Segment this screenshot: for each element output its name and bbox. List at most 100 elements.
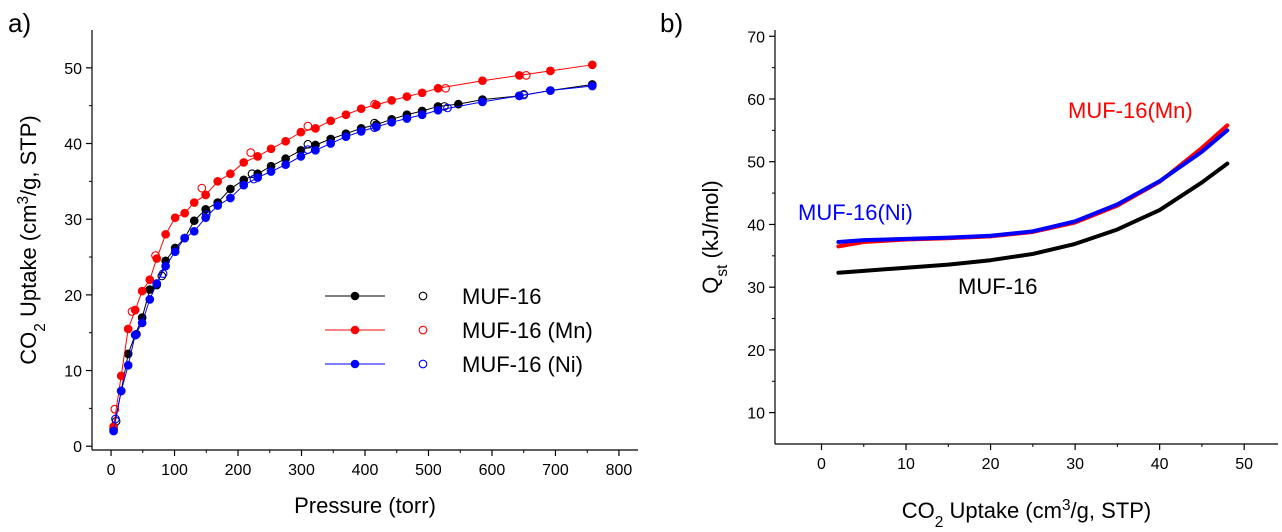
panel-a-x-tick-label: 0	[107, 462, 116, 479]
panel-a-data-point	[370, 99, 379, 109]
panel-a-data-point	[201, 213, 210, 223]
panel-a-data-point	[226, 193, 235, 203]
panel-b-series-annotation: MUF-16	[958, 274, 1037, 299]
panel-b-series-line	[836, 123, 1230, 249]
panel-a-data-point	[281, 160, 290, 170]
legend-label: MUF-16 (Ni)	[462, 352, 583, 377]
panel-a-data-point	[116, 386, 126, 396]
panel-a-data-point	[370, 123, 379, 132]
panel-a-y-tick-label: 50	[64, 61, 82, 78]
panel-a-data-point	[443, 103, 452, 113]
panel-a-label: a)	[8, 8, 31, 38]
panel-a-data-point	[356, 127, 366, 136]
panel-a-data-point	[303, 121, 313, 131]
panel-b-x-tick-label: 40	[1151, 456, 1169, 473]
panel-a-data-point	[127, 307, 137, 316]
legend-filled-marker	[350, 325, 360, 335]
panel-a-data-point	[341, 110, 351, 120]
panel-a-x-tick-label: 700	[542, 462, 569, 479]
panel-a-data-point	[478, 76, 487, 86]
panel-a-data-point	[546, 86, 555, 95]
panel-b-x-tick-label: 50	[1235, 456, 1253, 473]
panel-a-series	[109, 60, 597, 431]
panel-b-series-annotation: MUF-16(Ni)	[798, 200, 913, 225]
panel-a-data-point	[213, 201, 223, 210]
panel-a-data-point	[311, 145, 320, 155]
panel-a-data-point	[402, 114, 412, 123]
panel-a-x-tick-label: 600	[479, 462, 506, 479]
panel-a-data-point	[157, 271, 167, 281]
panel-a-y-tick-label: 40	[64, 137, 82, 154]
panel-a-data-point	[161, 261, 170, 271]
panel-b-y-tick-label: 70	[747, 29, 765, 46]
legend-label: MUF-16 (Mn)	[462, 318, 593, 343]
legend-open-marker	[418, 325, 428, 335]
panel-a-data-point	[170, 213, 180, 223]
panel-a-data-point	[246, 148, 256, 157]
panel-a-x-tick-label: 500	[415, 462, 442, 479]
panel-a-series	[111, 90, 529, 424]
panel-a-x-tick-label: 800	[606, 462, 633, 479]
panel-a-data-point	[356, 104, 366, 114]
panel-a-data-point	[170, 247, 180, 257]
panel-a-data-point	[433, 83, 443, 93]
panel-a-data-point	[296, 127, 306, 137]
panel-a-y-tick-label: 10	[64, 364, 82, 381]
panel-a-data-point	[296, 152, 306, 161]
panel-a-data-point	[326, 116, 336, 126]
panel-a-data-point	[197, 183, 207, 193]
panel-a-series	[110, 71, 531, 414]
panel-a-data-point	[433, 105, 443, 115]
panel-a-data-point	[145, 295, 155, 304]
panel-a-x-tick-label: 400	[352, 462, 379, 479]
panel-a-x-tick-label: 100	[161, 462, 188, 479]
panel-a-data-point	[180, 233, 190, 243]
panel-a-legend: MUF-16 MUF-16 (Mn) MUF-16 (Ni)	[325, 284, 593, 377]
panel-b-x-tick-label: 30	[1066, 456, 1084, 473]
panel-a-y-axis-title: CO2 Uptake (cm3/g, STP)	[15, 115, 49, 364]
panel-a-data-point	[239, 158, 249, 167]
panel-a-data-point	[387, 96, 397, 105]
panel-b-x-tick-label: 10	[897, 456, 915, 473]
panel-b-x-tick-label: 20	[982, 456, 1000, 473]
panel-a-series	[109, 81, 597, 436]
panel-a-data-point	[201, 210, 211, 219]
legend-open-marker	[418, 291, 428, 301]
panel-b-chart: b) 0 10 20 30 40 50 10 20 30 40 50 60 70 CO2 Uptake (…	[660, 8, 1278, 531]
panel-a-data-point	[137, 318, 147, 328]
panel-a-y-tick-label: 30	[64, 212, 82, 229]
panel-a-data-point	[341, 132, 351, 142]
legend-open-marker	[418, 359, 428, 369]
panel-a-data-point	[587, 81, 597, 91]
panel-a-x-tick-label: 200	[225, 462, 252, 479]
panel-a-data-point	[311, 124, 320, 133]
panel-a-data-point	[152, 279, 162, 288]
legend-filled-marker	[350, 291, 360, 301]
panel-a-data-point	[387, 117, 397, 127]
panel-a-data-point	[226, 169, 235, 179]
panel-a-data-point	[281, 136, 290, 146]
panel-a-data-point	[109, 426, 118, 436]
panel-a-data-point	[226, 184, 235, 194]
panel-b-y-tick-label: 10	[747, 406, 765, 423]
panel-a-data-point	[189, 226, 199, 236]
panel-a-data-point	[111, 414, 120, 424]
panel-a-data-point	[116, 371, 126, 381]
panel-a-y-tick-label: 20	[64, 288, 82, 305]
panel-a-data-point	[303, 139, 313, 149]
panel-a-data-point	[478, 97, 487, 107]
panel-a-data-point	[137, 286, 147, 296]
legend-label: MUF-16	[462, 284, 541, 309]
panel-a-data-point	[266, 167, 276, 176]
panel-a-data-point	[145, 275, 155, 285]
panel-a-data-point	[131, 330, 141, 340]
panel-a-data-point	[402, 92, 412, 101]
panel-a-data-point	[151, 251, 160, 260]
panel-a-series-line	[113, 83, 593, 429]
panel-a-data-point	[180, 208, 190, 218]
legend-filled-marker	[350, 359, 360, 369]
panel-a-data-point	[110, 404, 120, 414]
panel-b-label: b)	[660, 8, 683, 38]
